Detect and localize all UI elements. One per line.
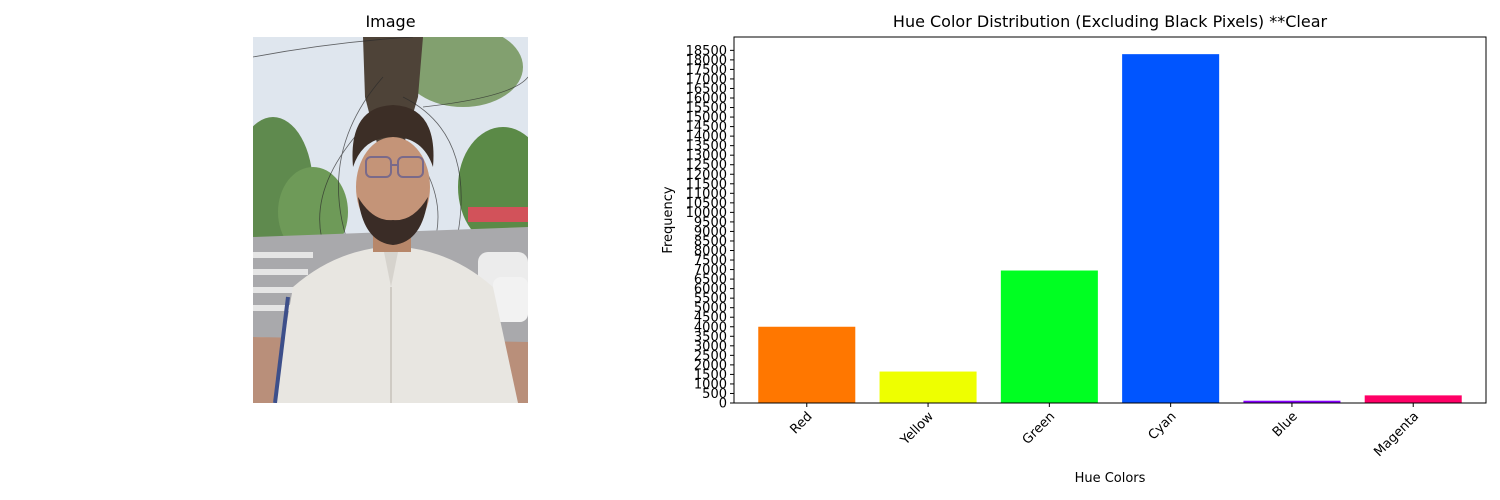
- y-tick-label: 11500: [686, 177, 727, 192]
- y-tick-label: 9500: [694, 215, 727, 230]
- y-tick-label: 14000: [686, 130, 727, 145]
- bar-magenta: [1364, 395, 1462, 403]
- photo: [253, 37, 528, 403]
- image-panel-title: Image: [365, 12, 416, 31]
- y-tick-label: 3500: [694, 330, 727, 345]
- y-tick-label: 6000: [694, 282, 727, 297]
- x-tick-label-magenta: Magenta: [1371, 409, 1422, 460]
- y-tick-label: 4000: [694, 320, 727, 335]
- y-tick-label: 18500: [686, 44, 727, 59]
- y-tick-label: 3000: [694, 339, 727, 354]
- y-axis-label: Frequency: [661, 186, 676, 253]
- bar-green: [1000, 270, 1098, 403]
- y-tick-label: 7000: [694, 263, 727, 278]
- y-tick-label: 16500: [686, 82, 727, 97]
- y-tick-label: 17000: [686, 72, 727, 87]
- y-tick-label: 9000: [694, 225, 727, 240]
- y-tick-label: 13500: [686, 139, 727, 154]
- plot-frame: [733, 36, 1487, 404]
- y-tick-label: 5000: [694, 301, 727, 316]
- y-tick-label: 14500: [686, 120, 727, 135]
- bar-cyan: [1122, 54, 1220, 403]
- y-tick-label: 7500: [694, 254, 727, 269]
- y-tick-label: 1500: [694, 368, 727, 383]
- y-tick-label: 17500: [686, 63, 727, 78]
- y-tick-label: 13000: [686, 149, 727, 164]
- y-tick-label: 12500: [686, 158, 727, 173]
- x-tick-label-blue: Blue: [1270, 409, 1301, 440]
- bar-blue: [1243, 400, 1341, 403]
- x-axis-label: Hue Colors: [1075, 471, 1146, 486]
- y-tick-label: 10500: [686, 196, 727, 211]
- y-tick-label: 15500: [686, 101, 727, 116]
- x-tick-label-yellow: Yellow: [897, 409, 937, 449]
- bar-red: [758, 326, 856, 403]
- x-tick-label-green: Green: [1020, 409, 1058, 447]
- x-tick-label-cyan: Cyan: [1146, 409, 1180, 443]
- y-tick-label: 11000: [686, 187, 727, 202]
- y-tick-label: 12000: [686, 168, 727, 183]
- y-tick-label: 8500: [694, 234, 727, 249]
- y-tick-label: 10000: [686, 206, 727, 221]
- y-tick-label: 1000: [694, 377, 727, 392]
- y-tick-label: 8000: [694, 244, 727, 259]
- y-tick-label: 16000: [686, 92, 727, 107]
- y-tick-label: 18000: [686, 53, 727, 68]
- photo-illustration: [253, 37, 528, 403]
- bar-yellow: [879, 371, 977, 403]
- y-tick-label: 4500: [694, 311, 727, 326]
- y-tick-label: 15000: [686, 111, 727, 126]
- y-tick-label: 2000: [694, 358, 727, 373]
- chart-title: Hue Color Distribution (Excluding Black …: [892, 12, 1328, 31]
- y-tick-label: 6500: [694, 273, 727, 288]
- x-tick-label-red: Red: [788, 409, 816, 437]
- y-tick-label: 2500: [694, 349, 727, 364]
- y-tick-label: 5500: [694, 292, 727, 307]
- y-tick-label: 500: [702, 387, 727, 402]
- y-tick-label: 0: [719, 397, 727, 412]
